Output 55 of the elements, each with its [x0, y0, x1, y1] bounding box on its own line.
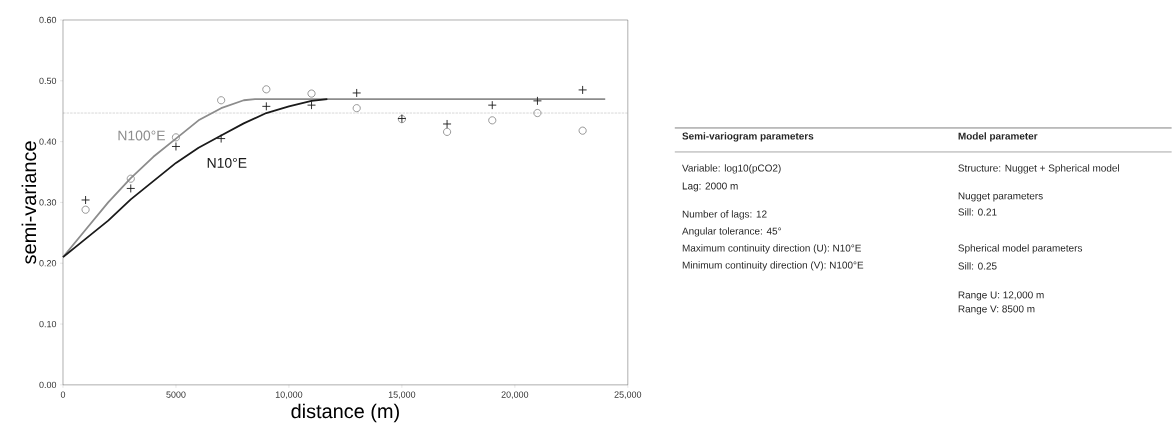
text: Variable: log10(pCO2): [682, 164, 781, 174]
point: [217, 96, 226, 105]
text: Spherical model parameters: [958, 244, 1083, 254]
point: [307, 100, 316, 110]
text: Nugget parameters: [958, 192, 1043, 202]
y-tick-label: 0.10: [39, 320, 57, 328]
x-tick-label: 10,000: [275, 391, 303, 399]
point: [533, 96, 542, 106]
point: [488, 116, 497, 125]
text: Lag: 2000 m: [682, 182, 738, 192]
point: [262, 85, 271, 94]
y-tick-label: 0.20: [39, 260, 57, 267]
text: Sill: 0.25: [958, 262, 997, 270]
line-series: [62, 98, 329, 259]
y-tick-label: 0.30: [39, 199, 57, 206]
x-tick-label: 25,000: [614, 391, 642, 399]
point: [81, 205, 90, 214]
point: [578, 126, 587, 135]
y-axis-title: semi-variance: [21, 141, 37, 264]
text: Semi-variogram parameters: [682, 132, 814, 142]
point: [126, 184, 136, 193]
point: [307, 89, 316, 98]
x-tick-label: 15,000: [388, 391, 416, 399]
point: [261, 101, 271, 111]
y-tick-label: 0.60: [39, 16, 57, 24]
text: Number of lags: 12: [682, 210, 767, 220]
point: [352, 104, 361, 113]
series-label: N10°E: [207, 158, 247, 168]
point: [578, 85, 588, 95]
point: [533, 109, 542, 118]
series-label: N100°E: [118, 130, 165, 141]
point: [487, 100, 497, 110]
point: [216, 134, 226, 144]
text: Maximum continuity direction (U): N10°E: [682, 244, 861, 254]
text: Model parameter: [958, 132, 1038, 142]
x-tick-label: 0: [60, 391, 66, 398]
point: [442, 119, 452, 129]
x-axis-title: distance (m): [291, 403, 399, 423]
y-tick-label: 0.40: [39, 138, 57, 145]
text: Range V: 8500 m: [958, 305, 1035, 315]
point: [443, 127, 452, 136]
text: Minimum continuity direction (V): N100°E: [682, 261, 864, 271]
x-tick-label: 5000: [166, 391, 186, 398]
text: Sill: 0.21: [958, 208, 997, 216]
point: [171, 133, 181, 142]
point: [81, 195, 91, 205]
text: Range U: 12,000 m: [958, 291, 1044, 301]
text: Structure: Nugget + Spherical model: [958, 164, 1119, 174]
point: [352, 88, 362, 98]
text: Angular tolerance: 45°: [682, 227, 781, 237]
point: [126, 174, 135, 183]
x-tick-label: 20,000: [501, 391, 529, 399]
y-tick-label: 0.50: [39, 77, 57, 85]
point: [171, 142, 181, 151]
y-tick-label: 0.00: [39, 381, 57, 389]
